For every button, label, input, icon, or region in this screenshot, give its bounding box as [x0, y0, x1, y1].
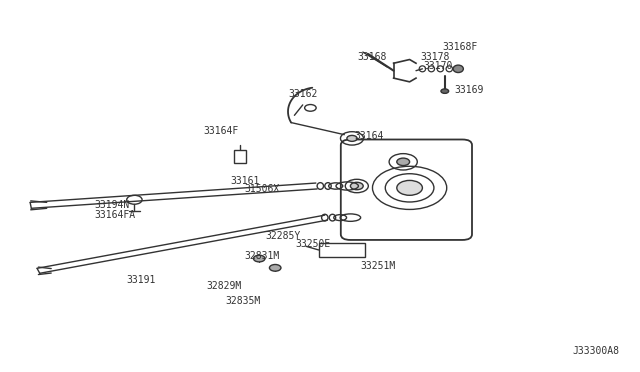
Circle shape	[269, 264, 281, 271]
Text: 33250E: 33250E	[296, 240, 331, 249]
Text: J33300A8: J33300A8	[573, 346, 620, 356]
Text: 32285Y: 32285Y	[265, 231, 300, 241]
Text: 33164F: 33164F	[204, 126, 239, 136]
Text: 33191: 33191	[127, 275, 156, 285]
FancyBboxPatch shape	[340, 140, 472, 240]
Circle shape	[397, 180, 422, 195]
Text: 33194N: 33194N	[95, 201, 130, 210]
Circle shape	[253, 255, 265, 262]
Text: 32835M: 32835M	[225, 296, 260, 305]
Ellipse shape	[453, 65, 463, 73]
Circle shape	[441, 89, 449, 93]
Text: 32829M: 32829M	[206, 281, 241, 291]
FancyBboxPatch shape	[234, 150, 246, 163]
Text: 33251M: 33251M	[360, 261, 396, 271]
Text: 33169: 33169	[454, 85, 484, 95]
Text: 33168: 33168	[357, 52, 387, 61]
Circle shape	[347, 135, 357, 141]
Bar	[319, 243, 365, 257]
Circle shape	[351, 182, 364, 190]
Text: 32831M: 32831M	[244, 251, 280, 261]
Text: 33162: 33162	[289, 89, 318, 99]
Text: 31506X: 31506X	[244, 185, 280, 194]
Text: 33170: 33170	[424, 61, 453, 71]
Text: 33164FA: 33164FA	[95, 210, 136, 219]
Circle shape	[397, 158, 410, 166]
Text: 33161: 33161	[230, 176, 260, 186]
Text: 33168F: 33168F	[442, 42, 477, 52]
Text: 33178: 33178	[420, 52, 450, 61]
Text: 33164: 33164	[354, 131, 383, 141]
